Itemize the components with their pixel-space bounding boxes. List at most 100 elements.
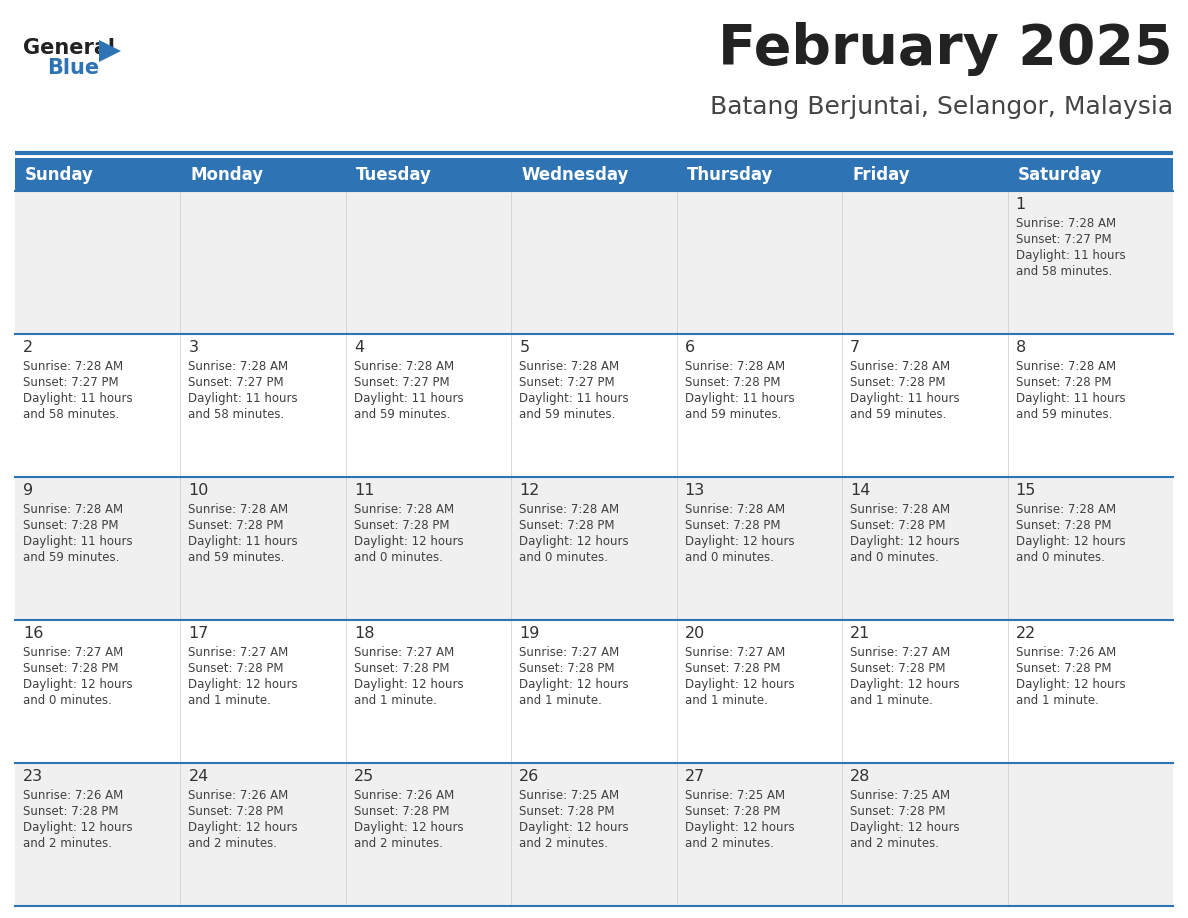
Bar	[15, 763, 1173, 906]
Text: Sunset: 7:28 PM: Sunset: 7:28 PM	[23, 662, 119, 675]
Text: Sunset: 7:28 PM: Sunset: 7:28 PM	[851, 376, 946, 389]
Text: Sunrise: 7:26 AM: Sunrise: 7:26 AM	[1016, 646, 1116, 659]
Text: 10: 10	[189, 483, 209, 498]
Text: Sunrise: 7:28 AM: Sunrise: 7:28 AM	[1016, 217, 1116, 230]
Text: Sunrise: 7:28 AM: Sunrise: 7:28 AM	[23, 503, 124, 516]
Bar	[15, 477, 1173, 620]
Text: Daylight: 12 hours: Daylight: 12 hours	[189, 821, 298, 834]
Text: Daylight: 12 hours: Daylight: 12 hours	[354, 535, 463, 548]
Text: Blue: Blue	[48, 58, 99, 78]
Text: 19: 19	[519, 626, 539, 641]
Text: Daylight: 12 hours: Daylight: 12 hours	[354, 678, 463, 691]
Text: 15: 15	[1016, 483, 1036, 498]
Text: Sunset: 7:28 PM: Sunset: 7:28 PM	[684, 376, 781, 389]
Text: 25: 25	[354, 769, 374, 784]
Text: Sunset: 7:28 PM: Sunset: 7:28 PM	[1016, 519, 1111, 532]
Text: 18: 18	[354, 626, 374, 641]
Text: and 1 minute.: and 1 minute.	[1016, 694, 1099, 707]
Text: Sunset: 7:28 PM: Sunset: 7:28 PM	[23, 805, 119, 818]
Text: Sunset: 7:27 PM: Sunset: 7:27 PM	[23, 376, 119, 389]
Text: and 58 minutes.: and 58 minutes.	[1016, 265, 1112, 278]
Text: February 2025: February 2025	[719, 22, 1173, 76]
Text: and 2 minutes.: and 2 minutes.	[189, 837, 278, 850]
Text: and 1 minute.: and 1 minute.	[851, 694, 933, 707]
Text: 17: 17	[189, 626, 209, 641]
Text: Sunset: 7:28 PM: Sunset: 7:28 PM	[354, 805, 449, 818]
Text: Sunset: 7:28 PM: Sunset: 7:28 PM	[189, 805, 284, 818]
Text: Sunrise: 7:28 AM: Sunrise: 7:28 AM	[354, 360, 454, 373]
Text: Daylight: 12 hours: Daylight: 12 hours	[519, 535, 628, 548]
Text: Daylight: 11 hours: Daylight: 11 hours	[189, 535, 298, 548]
Text: Sunset: 7:28 PM: Sunset: 7:28 PM	[851, 805, 946, 818]
Text: and 0 minutes.: and 0 minutes.	[851, 551, 939, 564]
Text: 16: 16	[23, 626, 44, 641]
Text: Sunrise: 7:28 AM: Sunrise: 7:28 AM	[684, 503, 785, 516]
Text: and 59 minutes.: and 59 minutes.	[851, 408, 947, 421]
Text: Daylight: 11 hours: Daylight: 11 hours	[23, 392, 133, 405]
Text: Daylight: 12 hours: Daylight: 12 hours	[519, 678, 628, 691]
Text: Daylight: 12 hours: Daylight: 12 hours	[519, 821, 628, 834]
Text: Sunrise: 7:28 AM: Sunrise: 7:28 AM	[23, 360, 124, 373]
Text: Sunrise: 7:28 AM: Sunrise: 7:28 AM	[189, 360, 289, 373]
Text: Saturday: Saturday	[1018, 165, 1102, 184]
Text: Sunrise: 7:27 AM: Sunrise: 7:27 AM	[851, 646, 950, 659]
Text: and 2 minutes.: and 2 minutes.	[851, 837, 940, 850]
Text: Sunset: 7:28 PM: Sunset: 7:28 PM	[684, 662, 781, 675]
Text: and 2 minutes.: and 2 minutes.	[354, 837, 443, 850]
Text: and 2 minutes.: and 2 minutes.	[23, 837, 112, 850]
Text: 27: 27	[684, 769, 704, 784]
Text: Daylight: 11 hours: Daylight: 11 hours	[354, 392, 463, 405]
Text: 22: 22	[1016, 626, 1036, 641]
Text: Sunset: 7:28 PM: Sunset: 7:28 PM	[684, 805, 781, 818]
Text: and 1 minute.: and 1 minute.	[519, 694, 602, 707]
Text: 4: 4	[354, 340, 364, 355]
Text: and 0 minutes.: and 0 minutes.	[23, 694, 112, 707]
Text: Sunrise: 7:28 AM: Sunrise: 7:28 AM	[189, 503, 289, 516]
Text: Daylight: 11 hours: Daylight: 11 hours	[189, 392, 298, 405]
Text: Sunrise: 7:28 AM: Sunrise: 7:28 AM	[354, 503, 454, 516]
Text: 3: 3	[189, 340, 198, 355]
Text: Sunset: 7:28 PM: Sunset: 7:28 PM	[851, 662, 946, 675]
Text: Daylight: 12 hours: Daylight: 12 hours	[851, 821, 960, 834]
Text: Sunset: 7:28 PM: Sunset: 7:28 PM	[354, 662, 449, 675]
Bar	[15, 334, 1173, 477]
Text: Sunrise: 7:25 AM: Sunrise: 7:25 AM	[519, 789, 619, 802]
Text: General: General	[23, 38, 115, 58]
Text: Daylight: 11 hours: Daylight: 11 hours	[1016, 392, 1125, 405]
Text: Friday: Friday	[852, 165, 910, 184]
Text: Daylight: 11 hours: Daylight: 11 hours	[684, 392, 795, 405]
Text: Daylight: 12 hours: Daylight: 12 hours	[189, 678, 298, 691]
Text: Sunrise: 7:27 AM: Sunrise: 7:27 AM	[189, 646, 289, 659]
Text: and 58 minutes.: and 58 minutes.	[23, 408, 119, 421]
Text: 9: 9	[23, 483, 33, 498]
Text: and 1 minute.: and 1 minute.	[354, 694, 437, 707]
Text: Daylight: 12 hours: Daylight: 12 hours	[684, 678, 795, 691]
Text: Sunrise: 7:26 AM: Sunrise: 7:26 AM	[23, 789, 124, 802]
Text: Sunday: Sunday	[25, 165, 94, 184]
Text: 12: 12	[519, 483, 539, 498]
Text: Daylight: 11 hours: Daylight: 11 hours	[23, 535, 133, 548]
Text: Daylight: 12 hours: Daylight: 12 hours	[23, 821, 133, 834]
Text: Sunrise: 7:25 AM: Sunrise: 7:25 AM	[851, 789, 950, 802]
Text: Sunrise: 7:28 AM: Sunrise: 7:28 AM	[519, 503, 619, 516]
Text: Sunrise: 7:27 AM: Sunrise: 7:27 AM	[354, 646, 454, 659]
Text: and 59 minutes.: and 59 minutes.	[354, 408, 450, 421]
Text: Sunset: 7:28 PM: Sunset: 7:28 PM	[519, 662, 614, 675]
Text: Sunrise: 7:28 AM: Sunrise: 7:28 AM	[1016, 503, 1116, 516]
Text: and 1 minute.: and 1 minute.	[189, 694, 271, 707]
Text: Monday: Monday	[190, 165, 264, 184]
Text: Daylight: 12 hours: Daylight: 12 hours	[851, 535, 960, 548]
Text: and 0 minutes.: and 0 minutes.	[519, 551, 608, 564]
Text: and 1 minute.: and 1 minute.	[684, 694, 767, 707]
Text: Sunset: 7:28 PM: Sunset: 7:28 PM	[684, 519, 781, 532]
Text: Daylight: 12 hours: Daylight: 12 hours	[684, 535, 795, 548]
Text: Sunrise: 7:28 AM: Sunrise: 7:28 AM	[851, 503, 950, 516]
Text: 2: 2	[23, 340, 33, 355]
Bar	[15, 191, 1173, 334]
Bar	[15, 158, 1173, 191]
Text: Batang Berjuntai, Selangor, Malaysia: Batang Berjuntai, Selangor, Malaysia	[710, 95, 1173, 119]
Text: Sunset: 7:28 PM: Sunset: 7:28 PM	[519, 519, 614, 532]
Text: and 58 minutes.: and 58 minutes.	[189, 408, 285, 421]
Text: Sunrise: 7:27 AM: Sunrise: 7:27 AM	[519, 646, 619, 659]
Text: and 0 minutes.: and 0 minutes.	[684, 551, 773, 564]
